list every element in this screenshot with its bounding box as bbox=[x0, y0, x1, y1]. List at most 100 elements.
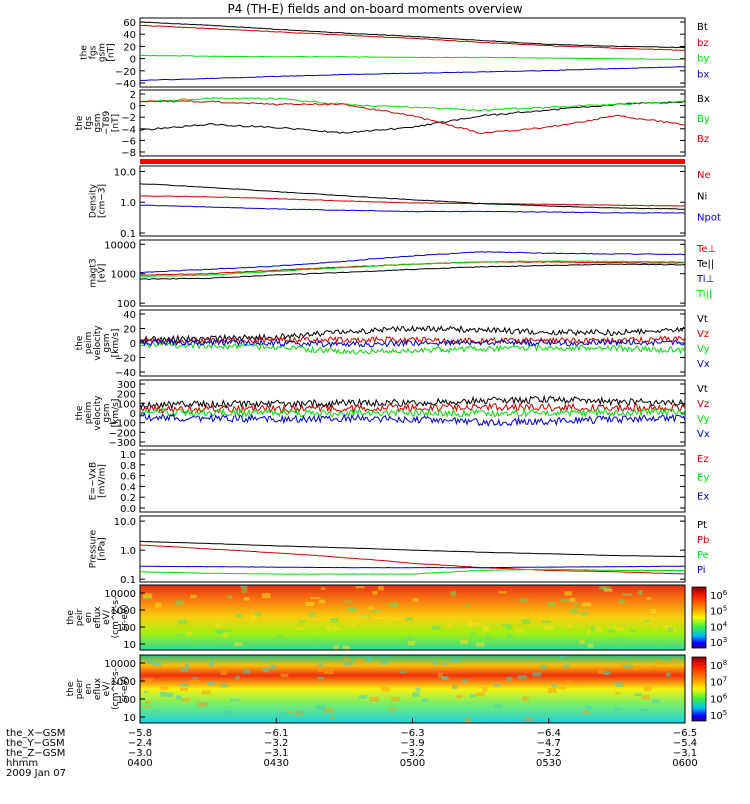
heatmap-cell bbox=[540, 665, 547, 669]
x-tick-label: −6.1 bbox=[264, 728, 288, 739]
heatmap-cell bbox=[227, 595, 232, 599]
heatmap-cell bbox=[493, 684, 501, 687]
heatmap-cell bbox=[264, 658, 269, 663]
y-axis-label-line: peir bbox=[75, 608, 85, 626]
y-tick-label: 0 bbox=[130, 102, 136, 113]
heatmap-cell bbox=[180, 687, 189, 691]
x-tick-label: −6.4 bbox=[537, 728, 561, 739]
heatmap-cell bbox=[317, 676, 325, 680]
y-tick-label: 1000 bbox=[111, 677, 136, 688]
y-tick-label: 60 bbox=[123, 18, 136, 29]
heatmap-cell bbox=[261, 593, 271, 599]
heatmap-cell bbox=[296, 626, 304, 630]
heatmap-cell bbox=[522, 696, 529, 702]
x-tick-label: −4.7 bbox=[537, 738, 561, 749]
y-axis-label-line: magt3 bbox=[89, 258, 99, 287]
heatmap-cell bbox=[415, 687, 421, 692]
heatmap-cell bbox=[242, 669, 250, 674]
heatmap-cell bbox=[355, 586, 365, 589]
heatmap-cell bbox=[475, 692, 485, 697]
heatmap-cell bbox=[569, 597, 576, 602]
heatmap-cell bbox=[506, 634, 513, 639]
heatmap-cell bbox=[483, 628, 490, 632]
legend-entry: Vz bbox=[697, 329, 709, 340]
legend-entry: Pe bbox=[697, 550, 709, 561]
heatmap-cell bbox=[214, 629, 222, 634]
y-axis-label-line: [nT] bbox=[111, 114, 121, 132]
heatmap-cell bbox=[142, 593, 153, 599]
y-axis-label-line: peim bbox=[84, 402, 94, 425]
x-tick-label: −2.4 bbox=[128, 738, 152, 749]
x-tick-label: −5.4 bbox=[673, 738, 697, 749]
heatmap-cell bbox=[570, 608, 578, 614]
y-tick-label: 0 bbox=[130, 339, 136, 350]
heatmap-cell bbox=[244, 597, 250, 601]
heatmap-cell bbox=[442, 676, 450, 680]
colorbar-tick-label: 106 bbox=[710, 589, 728, 602]
y-tick-label: 0.8 bbox=[120, 461, 136, 472]
heatmap-cell bbox=[517, 675, 527, 679]
heatmap-cell bbox=[389, 617, 398, 620]
heatmap-cell bbox=[599, 586, 607, 590]
heatmap-cell bbox=[391, 696, 400, 702]
heatmap-cell bbox=[310, 596, 321, 600]
heatmap-cell bbox=[177, 619, 188, 625]
heatmap-cell bbox=[368, 606, 374, 610]
heatmap-cell bbox=[201, 690, 212, 695]
colorbar bbox=[691, 586, 707, 649]
y-axis-label-line: gsm bbox=[102, 403, 112, 422]
heatmap-cell bbox=[329, 716, 335, 720]
series-line-Vt bbox=[139, 325, 686, 344]
heatmap-cell bbox=[629, 629, 636, 633]
legend-entry: Bt bbox=[697, 22, 708, 33]
y-axis-label-line: en bbox=[84, 612, 94, 623]
legend-entry: Ti⊥ bbox=[696, 274, 714, 285]
heatmap-cell bbox=[634, 693, 642, 697]
heatmap-cell bbox=[452, 685, 458, 690]
y-tick-label: −20 bbox=[115, 354, 136, 365]
heatmap-cell bbox=[235, 675, 240, 680]
y-axis-label: Pressure [nPa] bbox=[89, 529, 108, 568]
heatmap-cell bbox=[324, 708, 334, 713]
heatmap-cell bbox=[633, 665, 640, 671]
heatmap-cell bbox=[160, 686, 169, 691]
heatmap-cell bbox=[143, 678, 154, 683]
x-tick-label: 0600 bbox=[672, 758, 697, 769]
heatmap-cell bbox=[220, 670, 228, 676]
y-axis-label-line: peer bbox=[75, 678, 85, 699]
series-line-Vx bbox=[139, 412, 686, 428]
x-tick-label: −3.1 bbox=[264, 748, 288, 759]
y-axis-label: the fgs gsm [nT] bbox=[80, 43, 117, 62]
legend-entry: Bz bbox=[697, 134, 709, 145]
heatmap-cell bbox=[324, 669, 334, 675]
heatmap-cell bbox=[613, 626, 624, 631]
panel-pressure: 10.0 1.0 0.1 Pt Pb Pe Pi Pressure [nPa] bbox=[89, 515, 709, 586]
y-axis-label-line: fgs bbox=[89, 45, 99, 59]
heatmap-cell bbox=[470, 632, 476, 636]
heatmap-cell bbox=[469, 694, 476, 698]
y-axis-label: the peim velocity gsm [km/s] bbox=[75, 325, 121, 361]
series-line-Pi bbox=[140, 565, 686, 569]
y-axis-label-line: the bbox=[75, 335, 85, 350]
y-axis-label-line: gsm bbox=[93, 113, 103, 132]
heatmap-cell bbox=[659, 662, 668, 666]
y-tick-label: −100 bbox=[109, 419, 136, 430]
y-tick-label: 1.0 bbox=[120, 450, 136, 461]
heatmap-cell bbox=[277, 635, 284, 639]
legend-entry: By bbox=[697, 114, 710, 125]
x-tick-label: −3.9 bbox=[400, 738, 424, 749]
y-axis-label-line: the bbox=[75, 115, 85, 130]
heatmap-cell bbox=[197, 701, 208, 707]
x-row-label: the_Z−GSM bbox=[6, 748, 65, 759]
legend-entry: Pi bbox=[697, 565, 706, 576]
heatmap-cell bbox=[223, 632, 228, 638]
heatmap-cell bbox=[432, 661, 439, 665]
heatmap-cell bbox=[603, 671, 611, 675]
colorbar-tick-label: 104 bbox=[710, 620, 728, 633]
heatmap-cell bbox=[469, 622, 479, 627]
panel-peim_velocity_1: 40 20 0 −20 −40 Vt Vz Vy Vx the peim velocity gsm [km… bbox=[75, 309, 710, 379]
heatmap-cell bbox=[541, 620, 551, 623]
y-axis-label-line: (cm^2-s- bbox=[111, 668, 121, 710]
heatmap-cell bbox=[241, 588, 248, 593]
